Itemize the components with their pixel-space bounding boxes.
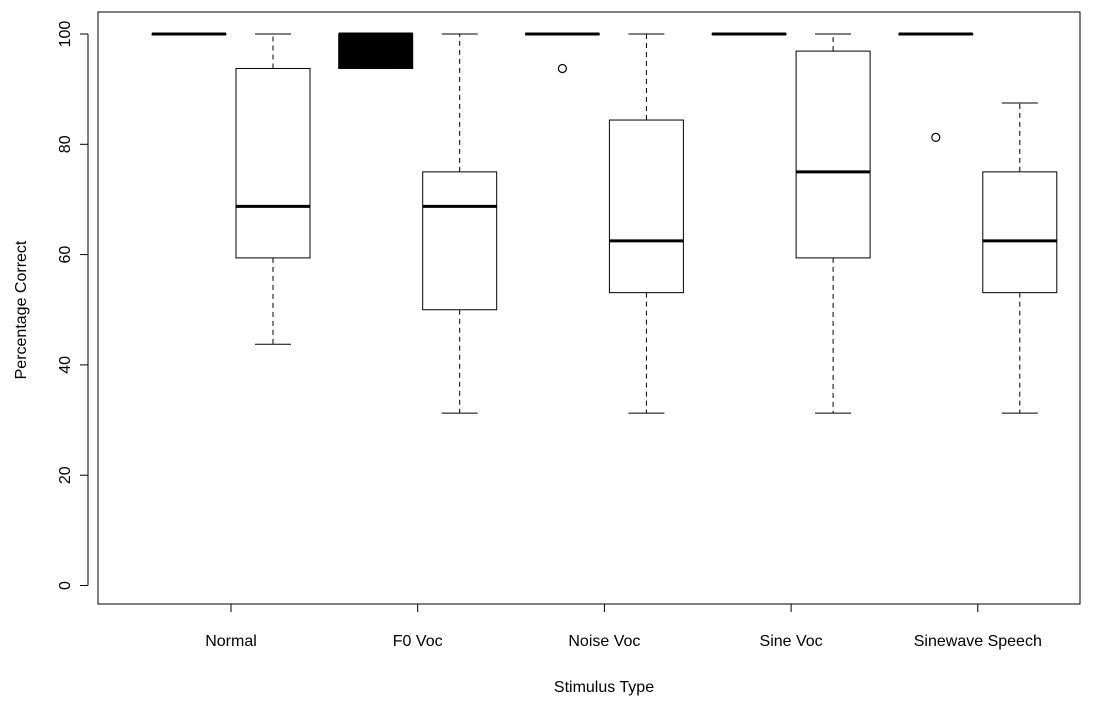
y-tick-label: 40 (57, 356, 74, 374)
box-group (151, 32, 227, 36)
box-group (982, 102, 1058, 414)
y-tick-label: 80 (57, 135, 74, 153)
y-axis: 0 20 40 60 80 100 (57, 21, 89, 590)
box-series (151, 32, 1058, 414)
box-group (235, 33, 311, 345)
box-group (711, 32, 787, 36)
box-body (422, 171, 498, 311)
y-axis-label: Percentage Correct (13, 240, 30, 379)
box-body (608, 119, 684, 294)
box-body (795, 50, 871, 259)
x-tick-label: Sine Voc (760, 633, 823, 650)
y-tick-label: 100 (57, 21, 74, 48)
box-group (795, 33, 871, 414)
x-tick-label: Normal (205, 633, 257, 650)
x-tick-label: Sinewave Speech (914, 633, 1042, 650)
box-group (338, 32, 414, 69)
box-group (608, 33, 684, 414)
y-tick-label: 20 (57, 466, 74, 484)
x-tick-label: Noise Voc (568, 633, 640, 650)
box-body (982, 171, 1058, 294)
box-group (898, 32, 974, 143)
x-axis-label: Stimulus Type (554, 679, 654, 696)
y-tick-label: 60 (57, 246, 74, 264)
outlier-point (557, 63, 568, 74)
box-body (235, 67, 311, 259)
x-tick-label: F0 Voc (393, 633, 443, 650)
x-axis: Normal F0 Voc Noise Voc Sine Voc Sinewave Sp… (205, 603, 1042, 650)
box-body (338, 33, 414, 69)
box-group (524, 32, 600, 74)
box-group (422, 33, 498, 414)
y-tick-label: 0 (57, 581, 74, 590)
outlier-point (931, 132, 941, 143)
